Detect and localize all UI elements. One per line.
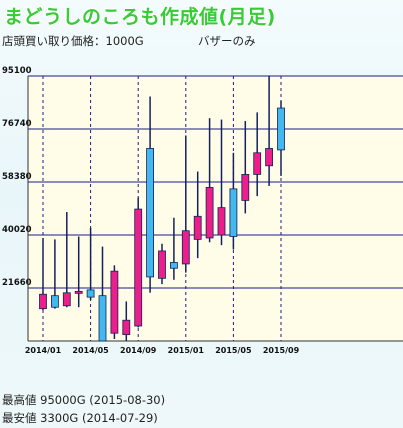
- x-tick-label: 2014/09: [120, 346, 157, 355]
- candle-body-rise: [265, 148, 274, 167]
- page-title: まどうしのころも作成値(月足): [4, 6, 276, 28]
- highest-price: 最高値 95000G (2015-08-30): [2, 393, 166, 407]
- price-info: 店頭買い取り価格：1000G バザーのみ: [2, 33, 256, 49]
- shop-price-label: 店頭買い取り価格：1000G: [2, 34, 144, 48]
- candle-body-rise: [205, 187, 214, 239]
- candle-body-rise: [74, 290, 83, 294]
- candle-body-rise: [217, 207, 226, 236]
- x-tick-label: 2014/05: [72, 346, 109, 355]
- candle-body-rise: [110, 270, 119, 334]
- y-tick-label: 76740: [2, 119, 32, 129]
- y-tick-label: 40020: [2, 225, 32, 235]
- candlestick-chart: 21660 40020 58380 76740 95100 2014/01 2014/05 2…: [2, 66, 403, 355]
- x-tick-label: 2014/01: [25, 346, 62, 355]
- plot-area: [28, 76, 403, 341]
- candle-body-rise: [39, 293, 47, 310]
- x-tick-label: 2015/01: [168, 346, 205, 355]
- candle-body-rise: [253, 152, 262, 175]
- candle-body-rise: [158, 250, 166, 279]
- candle-body-fall: [169, 262, 178, 269]
- x-tick-label: 2015/09: [263, 346, 300, 355]
- candle-body-fall: [146, 148, 155, 278]
- y-tick-label: 58380: [2, 172, 32, 182]
- candle-body-fall: [51, 295, 59, 308]
- candle-body-fall: [98, 295, 107, 342]
- y-tick-label: 95100: [2, 66, 32, 76]
- bazaar-only-label: バザーのみ: [198, 34, 256, 48]
- candle-body-rise: [122, 319, 131, 336]
- candle-body-rise: [62, 292, 71, 307]
- candle-body-rise: [241, 174, 250, 201]
- candle-body-fall: [86, 289, 95, 298]
- candle-body-rise: [181, 230, 190, 265]
- candle-body-fall: [277, 107, 285, 151]
- x-tick-label: 2015/05: [215, 346, 252, 355]
- y-tick-label: 21660: [2, 278, 32, 288]
- candle-body-rise: [134, 208, 143, 327]
- candle-body-fall: [229, 188, 238, 237]
- lowest-price: 最安値 3300G (2014-07-29): [2, 411, 158, 425]
- candle-body-rise: [193, 215, 202, 240]
